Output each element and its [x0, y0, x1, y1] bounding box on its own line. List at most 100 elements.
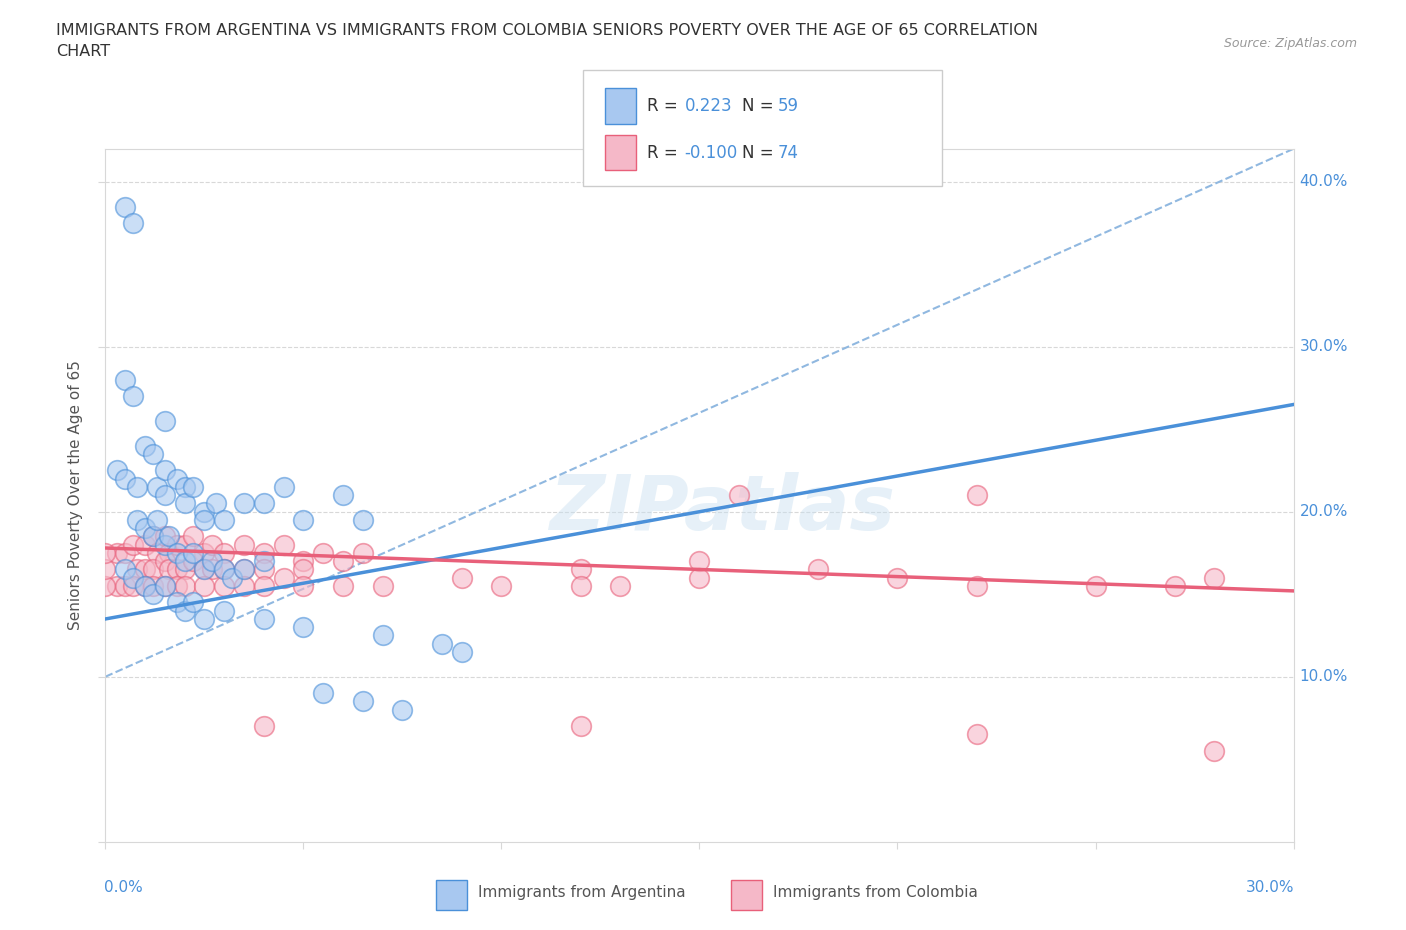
Text: 30.0%: 30.0% [1299, 339, 1348, 354]
Point [312, 546, 335, 561]
Point [134, 438, 156, 453]
Point [134, 562, 156, 577]
Point [292, 562, 315, 577]
Point [193, 546, 215, 561]
Point [146, 546, 169, 561]
Point [122, 538, 145, 552]
Point [127, 480, 149, 495]
Point [153, 553, 176, 568]
Text: -0.100: -0.100 [685, 143, 738, 162]
Point [273, 538, 295, 552]
Point [134, 538, 156, 552]
Point [221, 570, 243, 585]
Point [142, 529, 165, 544]
Point [166, 578, 188, 593]
Point [173, 480, 195, 495]
Point [122, 216, 145, 231]
Point [153, 538, 176, 552]
Text: Immigrants from Colombia: Immigrants from Colombia [773, 885, 979, 900]
Point [332, 578, 354, 593]
Point [332, 553, 354, 568]
Y-axis label: Seniors Poverty Over the Age of 65: Seniors Poverty Over the Age of 65 [67, 360, 83, 631]
Point [689, 570, 711, 585]
Point [966, 488, 988, 503]
Point [114, 199, 136, 214]
Point [332, 488, 354, 503]
Point [1204, 570, 1226, 585]
Text: R =: R = [647, 143, 683, 162]
Point [173, 578, 195, 593]
Point [352, 512, 374, 527]
Point [569, 578, 592, 593]
Point [886, 570, 908, 585]
Point [173, 553, 195, 568]
Point [166, 538, 188, 552]
Point [966, 578, 988, 593]
Text: 0.223: 0.223 [685, 97, 733, 115]
Point [166, 546, 188, 561]
Point [153, 463, 176, 478]
Point [94, 562, 117, 577]
Point [371, 578, 394, 593]
Point [134, 578, 156, 593]
Point [312, 685, 335, 700]
Text: Source: ZipAtlas.com: Source: ZipAtlas.com [1223, 37, 1357, 50]
Point [233, 562, 256, 577]
Point [966, 727, 988, 742]
Point [114, 578, 136, 593]
Point [1084, 578, 1107, 593]
Point [181, 529, 204, 544]
Point [430, 636, 453, 651]
Point [292, 512, 315, 527]
Text: R =: R = [647, 97, 683, 115]
Point [292, 619, 315, 634]
Point [127, 562, 149, 577]
Point [569, 562, 592, 577]
Point [1164, 578, 1187, 593]
Point [94, 546, 117, 561]
Point [173, 562, 195, 577]
Text: 59: 59 [778, 97, 799, 115]
Point [181, 546, 204, 561]
Point [127, 512, 149, 527]
Point [253, 553, 276, 568]
Point [105, 578, 128, 593]
Point [569, 719, 592, 734]
Point [253, 578, 276, 593]
Point [253, 496, 276, 511]
Point [181, 480, 204, 495]
Text: 40.0%: 40.0% [1299, 174, 1348, 190]
Point [193, 512, 215, 527]
Point [807, 562, 830, 577]
Point [214, 604, 236, 618]
Point [233, 562, 256, 577]
Point [181, 553, 204, 568]
Point [153, 578, 176, 593]
Point [142, 446, 165, 461]
Text: IMMIGRANTS FROM ARGENTINA VS IMMIGRANTS FROM COLOMBIA SENIORS POVERTY OVER THE A: IMMIGRANTS FROM ARGENTINA VS IMMIGRANTS … [56, 23, 1038, 38]
Point [114, 472, 136, 486]
Point [105, 463, 128, 478]
Point [253, 612, 276, 627]
Text: CHART: CHART [56, 44, 110, 59]
Point [292, 553, 315, 568]
Point [352, 546, 374, 561]
Point [173, 496, 195, 511]
Point [391, 702, 413, 717]
Point [214, 562, 236, 577]
Point [728, 488, 751, 503]
Point [166, 562, 188, 577]
Point [233, 496, 256, 511]
Point [233, 578, 256, 593]
Text: 30.0%: 30.0% [1246, 880, 1295, 895]
Point [273, 480, 295, 495]
Point [205, 496, 228, 511]
Point [114, 562, 136, 577]
Point [201, 553, 224, 568]
Point [201, 538, 224, 552]
Point [253, 719, 276, 734]
Point [146, 480, 169, 495]
Point [134, 578, 156, 593]
Text: ZIPatlas: ZIPatlas [550, 472, 896, 546]
Text: N =: N = [742, 97, 779, 115]
